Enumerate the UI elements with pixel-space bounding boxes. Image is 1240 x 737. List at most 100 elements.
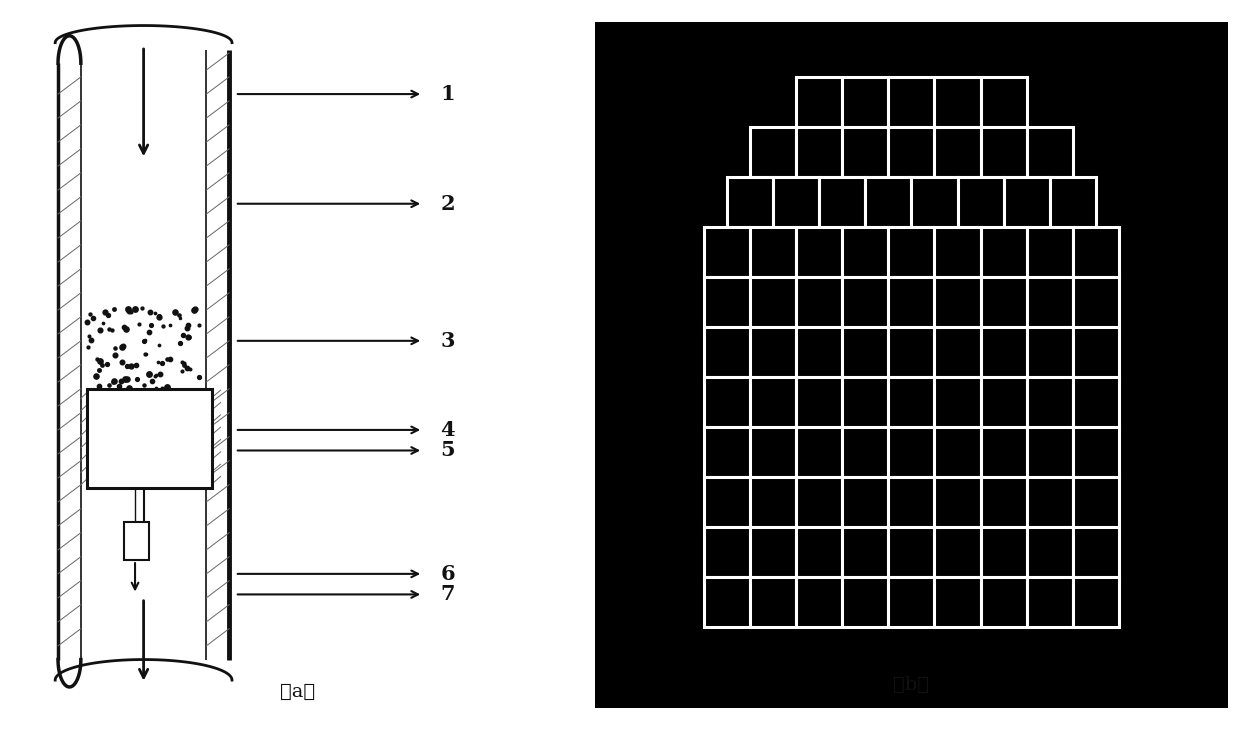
Bar xyxy=(750,327,796,377)
Bar xyxy=(796,377,842,427)
Bar xyxy=(1027,277,1073,327)
Polygon shape xyxy=(940,433,975,471)
Polygon shape xyxy=(986,583,1022,621)
Polygon shape xyxy=(801,233,837,271)
Bar xyxy=(981,227,1027,277)
Bar xyxy=(703,478,750,527)
Polygon shape xyxy=(1079,283,1114,321)
Bar xyxy=(796,327,842,377)
Bar xyxy=(703,327,750,377)
Polygon shape xyxy=(1033,583,1068,621)
Bar xyxy=(1073,478,1120,527)
Polygon shape xyxy=(848,483,883,521)
Polygon shape xyxy=(755,483,790,521)
Bar xyxy=(727,177,773,227)
Bar xyxy=(935,427,981,478)
Bar xyxy=(981,527,1027,577)
Polygon shape xyxy=(894,83,929,121)
Polygon shape xyxy=(709,534,744,571)
Polygon shape xyxy=(1079,534,1114,571)
Bar xyxy=(750,478,796,527)
Polygon shape xyxy=(801,333,837,371)
Polygon shape xyxy=(986,383,1022,421)
Polygon shape xyxy=(709,583,744,621)
Bar xyxy=(750,377,796,427)
Bar xyxy=(773,177,820,227)
Polygon shape xyxy=(848,283,883,321)
Bar xyxy=(750,577,796,627)
Polygon shape xyxy=(801,133,837,171)
Polygon shape xyxy=(940,283,975,321)
Polygon shape xyxy=(755,534,790,571)
Bar xyxy=(1027,377,1073,427)
Polygon shape xyxy=(801,433,837,471)
Bar xyxy=(888,527,935,577)
Bar xyxy=(842,227,888,277)
Polygon shape xyxy=(825,183,859,221)
Text: 4: 4 xyxy=(440,420,455,440)
Polygon shape xyxy=(1033,483,1068,521)
Bar xyxy=(981,327,1027,377)
Text: 1: 1 xyxy=(440,84,455,104)
Polygon shape xyxy=(801,383,837,421)
Bar xyxy=(866,177,911,227)
Polygon shape xyxy=(1079,583,1114,621)
Bar xyxy=(888,327,935,377)
Bar xyxy=(1073,227,1120,277)
Bar xyxy=(842,478,888,527)
Polygon shape xyxy=(894,133,929,171)
Polygon shape xyxy=(986,283,1022,321)
Bar xyxy=(935,227,981,277)
Bar xyxy=(935,478,981,527)
Bar xyxy=(888,277,935,327)
Polygon shape xyxy=(940,483,975,521)
Bar xyxy=(1003,177,1050,227)
Bar xyxy=(888,427,935,478)
Bar xyxy=(703,227,750,277)
Bar xyxy=(935,77,981,127)
Polygon shape xyxy=(940,233,975,271)
Polygon shape xyxy=(1033,333,1068,371)
Polygon shape xyxy=(1079,383,1114,421)
Bar xyxy=(796,277,842,327)
Polygon shape xyxy=(986,233,1022,271)
Bar xyxy=(842,527,888,577)
Bar xyxy=(842,127,888,177)
Polygon shape xyxy=(755,133,790,171)
Polygon shape xyxy=(801,283,837,321)
Bar xyxy=(981,427,1027,478)
Bar xyxy=(911,177,957,227)
Bar xyxy=(750,277,796,327)
Polygon shape xyxy=(1033,133,1068,171)
Bar xyxy=(820,177,866,227)
Text: 3: 3 xyxy=(440,331,455,351)
Bar xyxy=(935,327,981,377)
Polygon shape xyxy=(709,483,744,521)
Polygon shape xyxy=(894,383,929,421)
Polygon shape xyxy=(963,183,998,221)
Polygon shape xyxy=(940,333,975,371)
Bar xyxy=(1027,478,1073,527)
Polygon shape xyxy=(755,333,790,371)
Polygon shape xyxy=(870,183,906,221)
Polygon shape xyxy=(1033,383,1068,421)
Bar xyxy=(796,478,842,527)
Polygon shape xyxy=(801,534,837,571)
Bar xyxy=(1073,427,1120,478)
Bar xyxy=(981,77,1027,127)
Bar xyxy=(703,527,750,577)
Polygon shape xyxy=(894,283,929,321)
Bar xyxy=(796,427,842,478)
Polygon shape xyxy=(1033,283,1068,321)
Bar xyxy=(796,77,842,127)
Bar xyxy=(842,377,888,427)
Polygon shape xyxy=(940,133,975,171)
Polygon shape xyxy=(755,383,790,421)
Bar xyxy=(1073,277,1120,327)
Bar xyxy=(888,377,935,427)
Polygon shape xyxy=(986,333,1022,371)
Polygon shape xyxy=(1033,534,1068,571)
Bar xyxy=(796,527,842,577)
Bar xyxy=(1073,327,1120,377)
Polygon shape xyxy=(848,433,883,471)
